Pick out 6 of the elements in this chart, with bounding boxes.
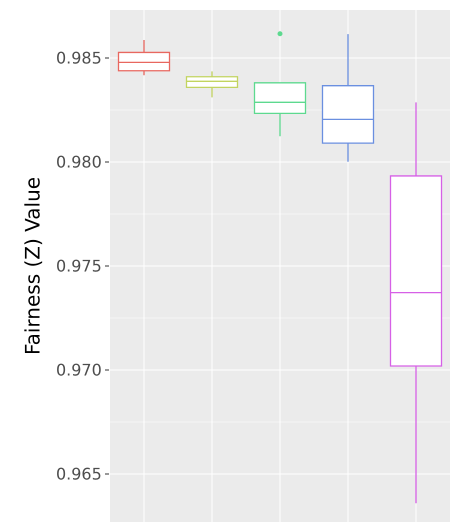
y-tick-label: 0.975 [56, 256, 102, 276]
y-tick-label: 0.965 [56, 464, 102, 484]
y-tick-label: 0.970 [56, 360, 102, 380]
y-axis-title: Fairness (Z) Value [20, 176, 44, 356]
y-tick-label: 0.980 [56, 152, 102, 172]
y-tick-label: 0.985 [56, 48, 102, 68]
